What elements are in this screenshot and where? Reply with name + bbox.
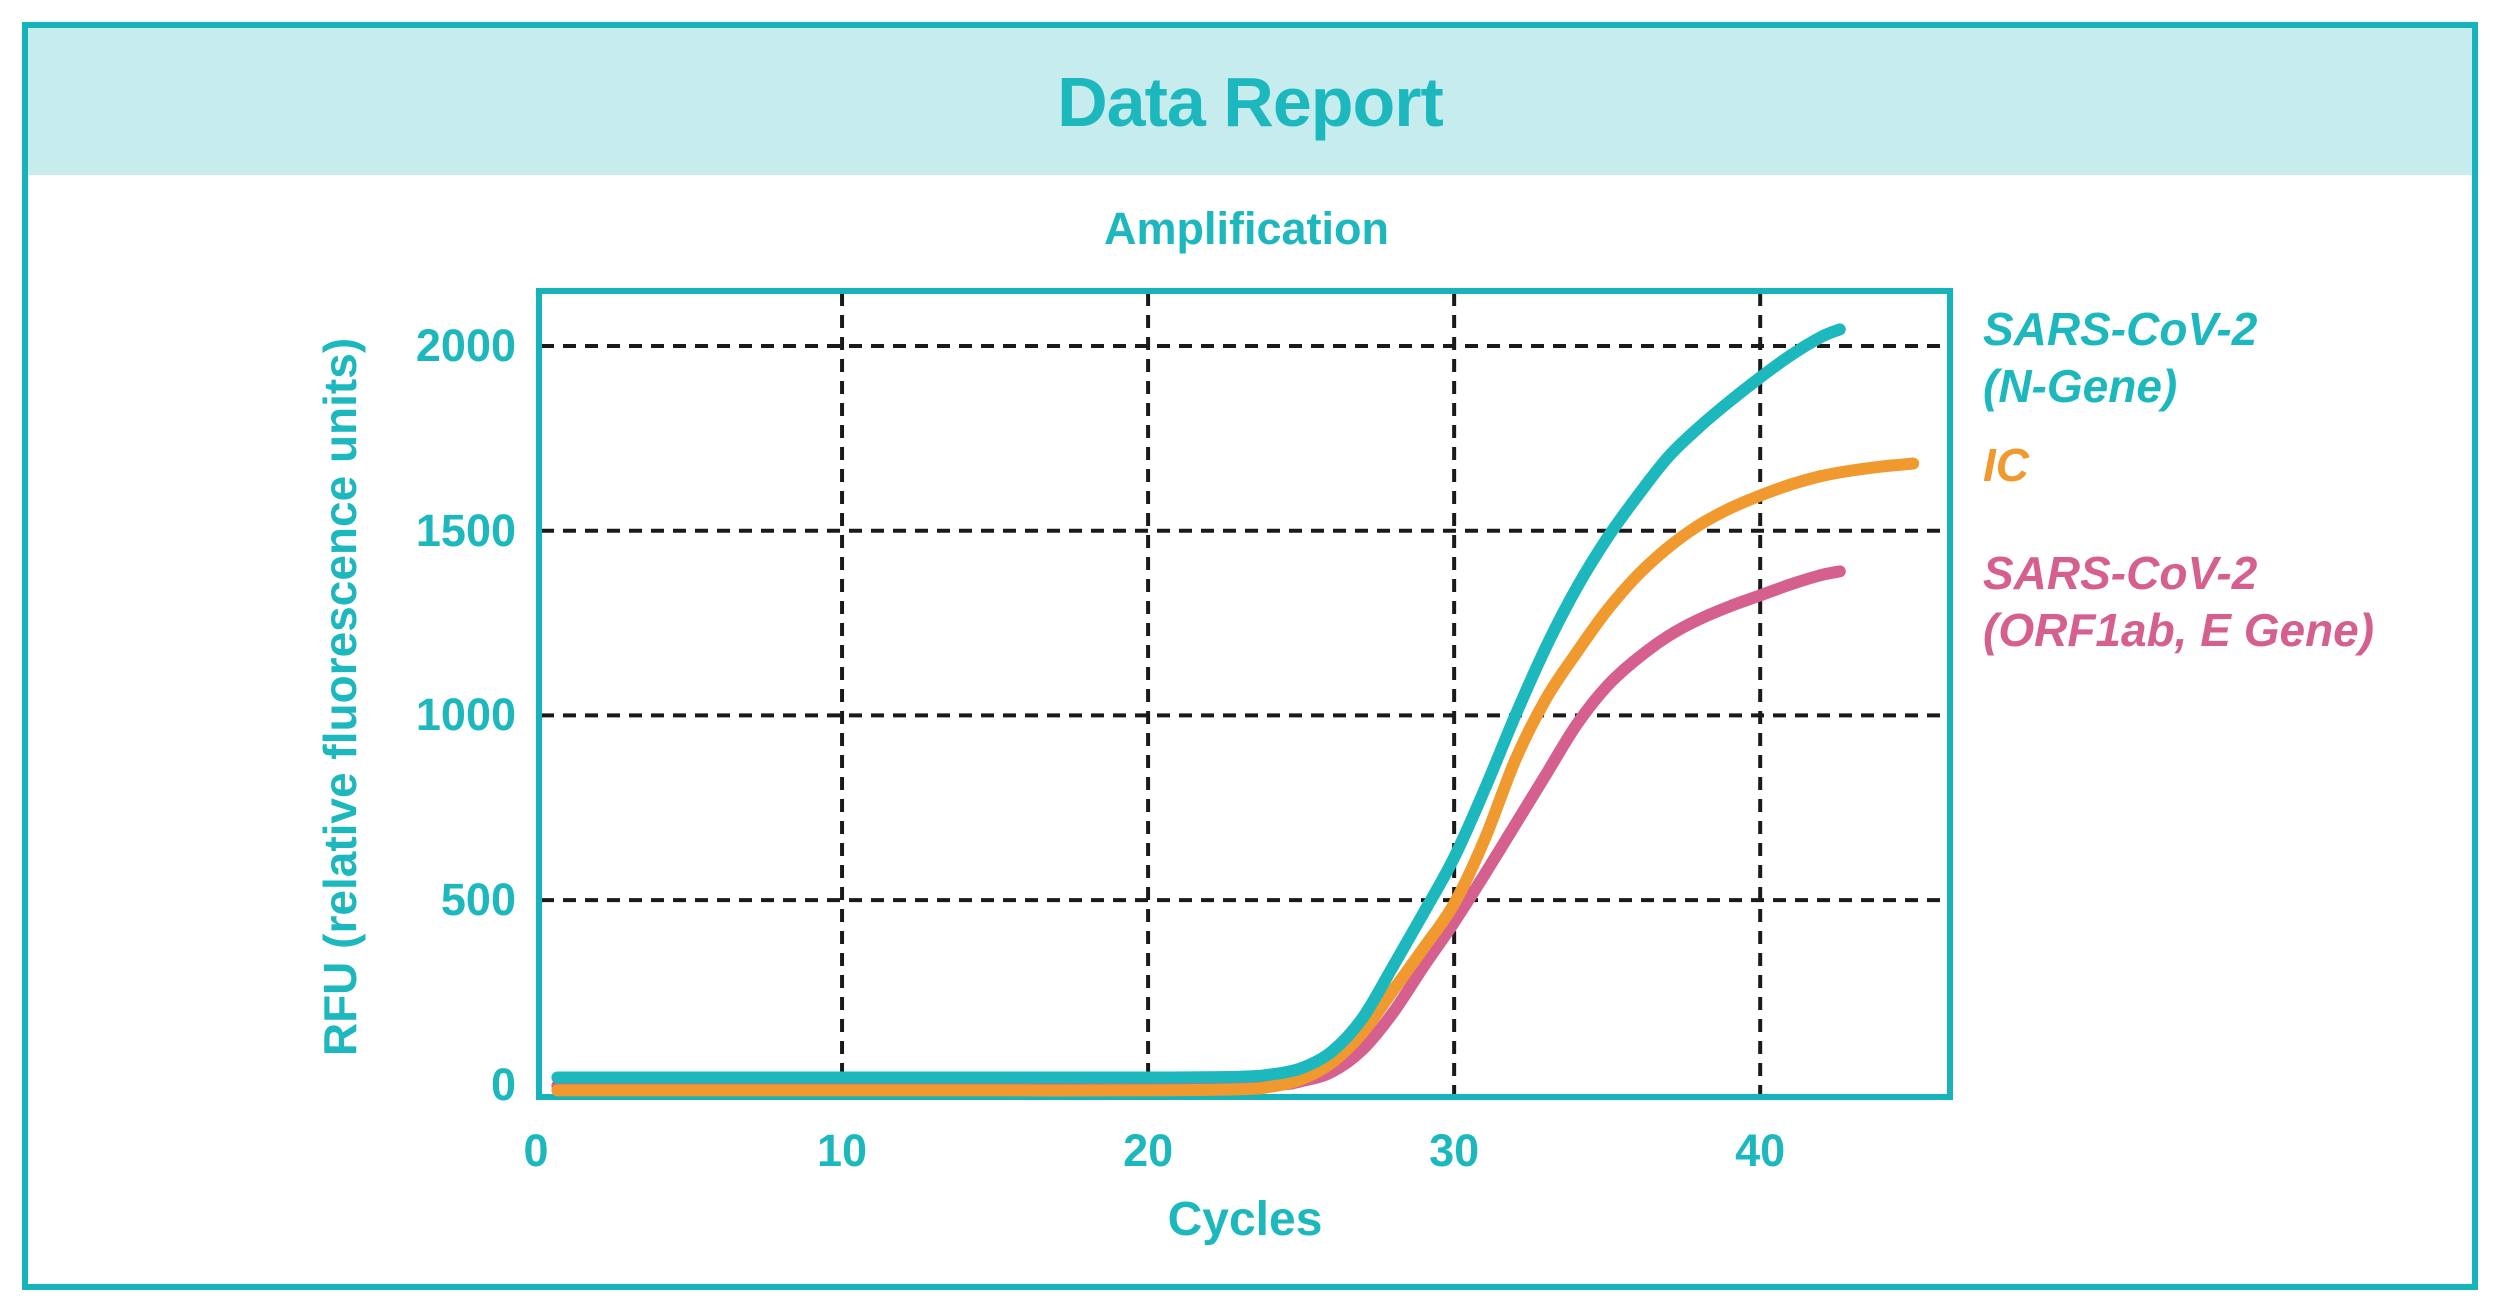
x-tick-label-20: 20 <box>1123 1125 1174 1176</box>
legend-label-line: SARS-CoV-2 <box>1983 547 2258 599</box>
x-tick-label-30: 30 <box>1429 1125 1480 1176</box>
legend-label-line: (N-Gene) <box>1983 360 2178 412</box>
plot-border <box>536 288 1953 1100</box>
x-tick-label-40: 40 <box>1735 1125 1786 1176</box>
y-tick-label-0: 0 <box>490 1058 516 1110</box>
curve-sars-cov-2-n-gene <box>551 323 1846 1084</box>
legend-item-sars-cov-2-n-gene: SARS-CoV-2 (N-Gene) <box>1983 301 2257 415</box>
x-axis-label: Cycles <box>1167 1193 1323 1246</box>
y-tick-label-1000: 1000 <box>415 689 516 741</box>
chart-title: Amplification <box>1103 203 1389 254</box>
legend-label-line: (ORF1ab, E Gene) <box>1983 604 2375 656</box>
legend-label-line: SARS-CoV-2 <box>1983 303 2258 355</box>
curve-sars-cov-2-orf1ab-e-gene <box>551 565 1846 1092</box>
report-title: Data Report <box>1057 62 1444 141</box>
x-tick-label-0: 0 <box>523 1125 549 1176</box>
report-header-band: Data Report <box>28 28 2472 175</box>
legend-item-sars-cov-2-orf1ab-e-gene: SARS-CoV-2 (ORF1ab, E Gene) <box>1983 545 2374 659</box>
legend-label-line: IC <box>1983 439 2029 491</box>
legend-item-ic: IC <box>1983 437 2029 494</box>
x-tick-label-10: 10 <box>817 1125 868 1176</box>
y-tick-label-1500: 1500 <box>415 504 516 556</box>
curve-ic <box>551 457 1920 1097</box>
y-tick-label-2000: 2000 <box>415 320 516 371</box>
y-tick-label-500: 500 <box>440 874 516 926</box>
plot-svg <box>536 288 1953 1100</box>
